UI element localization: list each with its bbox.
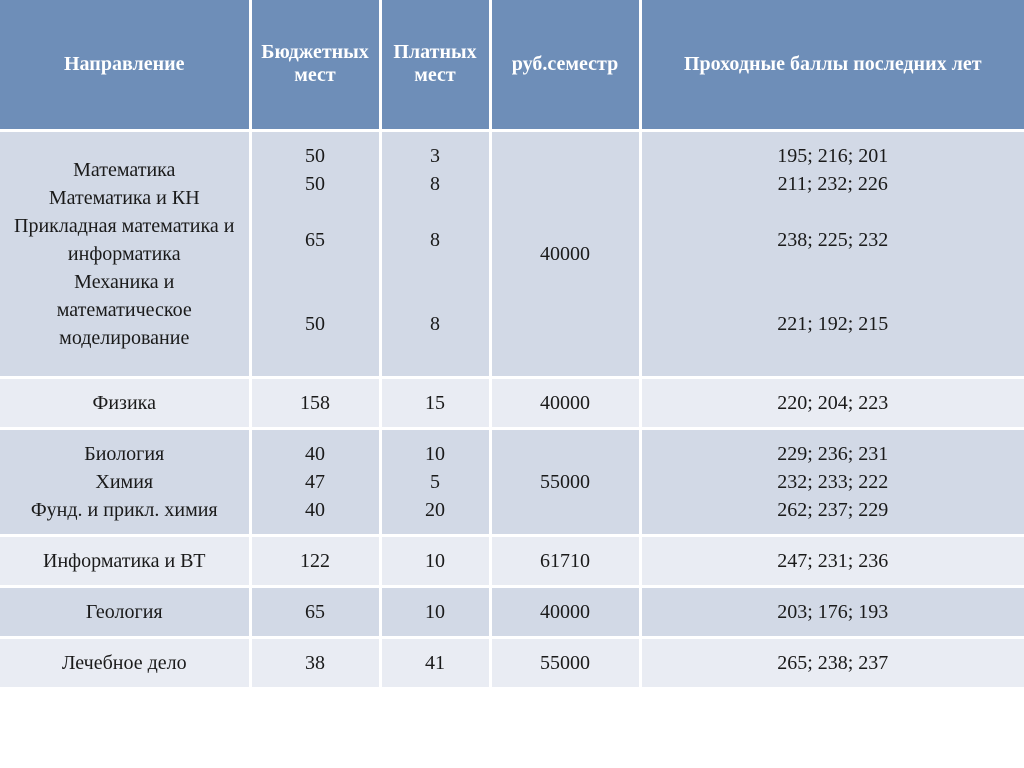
table-row: Математика Математика и КН Прикладная ма… <box>0 130 1024 377</box>
cell-budget: 65 <box>250 586 380 637</box>
cell-scores: 229; 236; 231 232; 233; 222 262; 237; 22… <box>640 428 1024 535</box>
cell-direction: Информатика и ВТ <box>0 535 250 586</box>
cell-scores: 247; 231; 236 <box>640 535 1024 586</box>
col-header-direction: Направление <box>0 0 250 130</box>
cell-direction: Биология Химия Фунд. и прикл. химия <box>0 428 250 535</box>
cell-paid: 3 8 8 8 <box>380 130 490 377</box>
cell-cost: 40000 <box>490 586 640 637</box>
col-header-paid: Платных мест <box>380 0 490 130</box>
cell-paid: 10 <box>380 586 490 637</box>
cell-cost: 40000 <box>490 130 640 377</box>
cell-cost: 61710 <box>490 535 640 586</box>
table-row: Геология 65 10 40000 203; 176; 193 <box>0 586 1024 637</box>
cell-direction: Геология <box>0 586 250 637</box>
col-header-budget: Бюджетных мест <box>250 0 380 130</box>
cell-scores: 220; 204; 223 <box>640 377 1024 428</box>
cell-paid: 10 5 20 <box>380 428 490 535</box>
cell-direction: Лечебное дело <box>0 637 250 687</box>
admissions-table: Направление Бюджетных мест Платных мест … <box>0 0 1024 687</box>
table-row: Информатика и ВТ 122 10 61710 247; 231; … <box>0 535 1024 586</box>
cell-scores: 265; 238; 237 <box>640 637 1024 687</box>
cell-paid: 10 <box>380 535 490 586</box>
table-body: Математика Математика и КН Прикладная ма… <box>0 130 1024 687</box>
table-row: Физика 158 15 40000 220; 204; 223 <box>0 377 1024 428</box>
cell-cost: 55000 <box>490 428 640 535</box>
col-header-cost: руб.семестр <box>490 0 640 130</box>
cell-scores: 195; 216; 201 211; 232; 226 238; 225; 23… <box>640 130 1024 377</box>
cell-direction: Физика <box>0 377 250 428</box>
cell-budget: 158 <box>250 377 380 428</box>
cell-budget: 40 47 40 <box>250 428 380 535</box>
cell-paid: 15 <box>380 377 490 428</box>
table-row: Лечебное дело 38 41 55000 265; 238; 237 <box>0 637 1024 687</box>
cell-paid: 41 <box>380 637 490 687</box>
cell-budget: 50 50 65 50 <box>250 130 380 377</box>
table-row: Биология Химия Фунд. и прикл. химия 40 4… <box>0 428 1024 535</box>
cell-budget: 122 <box>250 535 380 586</box>
cell-cost: 55000 <box>490 637 640 687</box>
cell-budget: 38 <box>250 637 380 687</box>
cell-cost: 40000 <box>490 377 640 428</box>
table-header: Направление Бюджетных мест Платных мест … <box>0 0 1024 130</box>
cell-scores: 203; 176; 193 <box>640 586 1024 637</box>
cell-direction: Математика Математика и КН Прикладная ма… <box>0 130 250 377</box>
col-header-scores: Проходные баллы последних лет <box>640 0 1024 130</box>
